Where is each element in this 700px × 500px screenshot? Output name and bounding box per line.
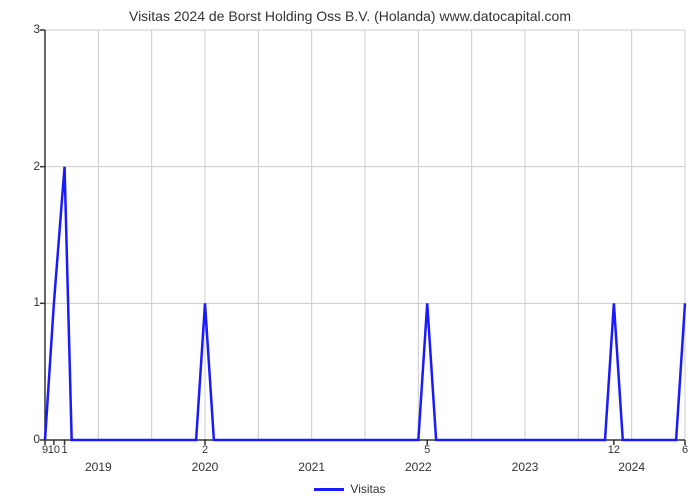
y-tick-label: 2 [5,159,40,173]
x-year-label: 2022 [405,460,432,474]
x-tick-label: 2 [202,444,208,456]
y-tick-label: 0 [5,432,40,446]
plot-area [45,30,685,440]
legend-label: Visitas [350,482,385,496]
x-year-label: 2021 [298,460,325,474]
x-tick-label: 12 [608,444,620,456]
chart-title: Visitas 2024 de Borst Holding Oss B.V. (… [0,8,700,24]
x-year-label: 2019 [85,460,112,474]
y-tick-label: 3 [5,22,40,36]
x-year-label: 2023 [512,460,539,474]
x-year-label: 2024 [618,460,645,474]
legend: Visitas [0,482,700,496]
x-tick-label: 10 [48,444,60,456]
y-tick-label: 1 [5,295,40,309]
x-tick-label: 1 [61,444,67,456]
legend-line-icon [314,488,344,491]
x-tick-label: 6 [682,444,688,456]
chart-container: Visitas 2024 de Borst Holding Oss B.V. (… [0,0,700,500]
x-year-label: 2020 [192,460,219,474]
x-tick-label: 5 [424,444,430,456]
